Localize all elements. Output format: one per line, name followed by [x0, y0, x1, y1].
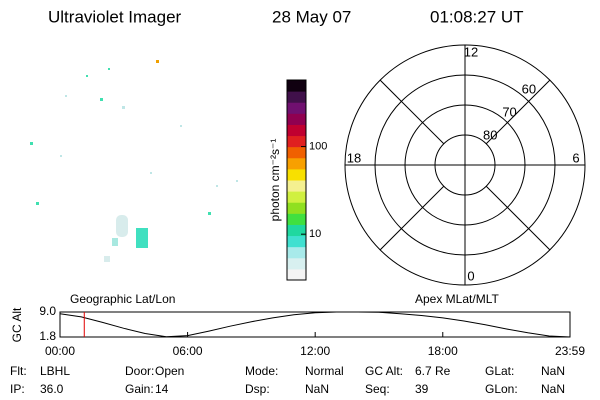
colorbar-stripe: [287, 213, 306, 225]
status-value: Open: [155, 364, 184, 378]
colorbar-tick-label: 100: [309, 140, 327, 152]
x-tick-label: 18:00: [428, 344, 458, 358]
y-tick-label: 1.8: [39, 329, 56, 343]
polar-spoke: [485, 79, 551, 145]
mlt-label: 18: [347, 150, 361, 165]
colorbar-frame: [286, 79, 307, 281]
colorbar-stripe: [287, 235, 306, 248]
lat-ring: [404, 104, 526, 226]
colorbar-stripe: [287, 268, 306, 281]
polar-spoke: [379, 79, 445, 145]
status-value: LBHL: [40, 364, 70, 378]
status-label: GLon:: [485, 382, 518, 396]
colorbar-stripe: [287, 257, 306, 270]
image-noise: [30, 60, 238, 262]
colorbar: 10 100: [286, 79, 327, 281]
colorbar-stripe: [287, 191, 306, 203]
colorbar-tick-label: 10: [309, 228, 321, 240]
status-label: Mode:: [245, 364, 278, 378]
status-label: GLat:: [485, 364, 514, 378]
lat-label: 80: [483, 127, 497, 142]
date: 28 May 07: [272, 7, 351, 26]
orbit-plot: 9.0 1.800:00 06:00 12:00 18:00 23:59: [39, 304, 585, 358]
status-label: Seq:: [365, 382, 390, 396]
x-tick-label: 00:00: [45, 344, 75, 358]
colorbar-stripe: [287, 80, 306, 92]
x-tick-label: 12:00: [300, 344, 330, 358]
status-label: Flt:: [10, 364, 27, 378]
status-value: 6.7 Re: [415, 364, 451, 378]
colorbar-stripe: [287, 157, 306, 170]
colorbar-stripe: [287, 246, 306, 259]
colorbar-stripe: [287, 113, 306, 125]
status-label: Door:: [125, 364, 154, 378]
lat-ring: [374, 74, 556, 256]
colorbar-stripe: [287, 224, 306, 237]
orbit-y-label: GC Alt: [10, 307, 24, 342]
status-panel: Flt: LBHL Door: Open Mode: Normal GC Alt: 6.7 R…: [10, 364, 565, 396]
lat-label: 70: [502, 104, 516, 119]
lat-label: 60: [522, 81, 536, 96]
status-value: NaN: [541, 382, 565, 396]
status-label: IP:: [10, 382, 25, 396]
title: Ultraviolet Imager: [48, 7, 182, 26]
time: 01:08:27 UT: [430, 7, 524, 26]
status-value: NaN: [541, 364, 565, 378]
status-label: GC Alt:: [365, 364, 403, 378]
colorbar-label: photon cm⁻²s⁻¹: [268, 139, 282, 222]
colorbar-stripe: [287, 102, 306, 114]
status-label: Gain:: [125, 382, 154, 396]
polar-spoke: [485, 185, 551, 251]
colorbar-stripe: [287, 91, 306, 103]
colorbar-stripe: [287, 146, 306, 159]
colorbar-stripe: [287, 124, 306, 137]
orbit-right-title: Apex MLat/MLT: [415, 292, 499, 306]
polar-spoke: [379, 185, 445, 251]
y-tick-label: 9.0: [39, 304, 56, 318]
colorbar-stripe: [287, 202, 306, 214]
mlt-label: 12: [464, 44, 478, 59]
mlt-label: 0: [467, 268, 474, 283]
mlt-label: 6: [572, 150, 579, 165]
status-value: 14: [155, 382, 169, 396]
status-value: 39: [415, 382, 429, 396]
x-tick-label: 23:59: [555, 344, 585, 358]
colorbar-stripe: [287, 168, 306, 181]
status-value: 36.0: [40, 382, 64, 396]
colorbar-stripe: [287, 135, 306, 148]
status-value: Normal: [305, 364, 344, 378]
status-value: NaN: [305, 382, 329, 396]
x-tick-label: 06:00: [173, 344, 203, 358]
colorbar-stripe: [287, 180, 306, 192]
status-label: Dsp:: [245, 382, 270, 396]
lat-ring: [434, 134, 496, 196]
altitude-line: [59, 311, 571, 338]
orbit-left-title: Geographic Lat/Lon: [70, 292, 175, 306]
